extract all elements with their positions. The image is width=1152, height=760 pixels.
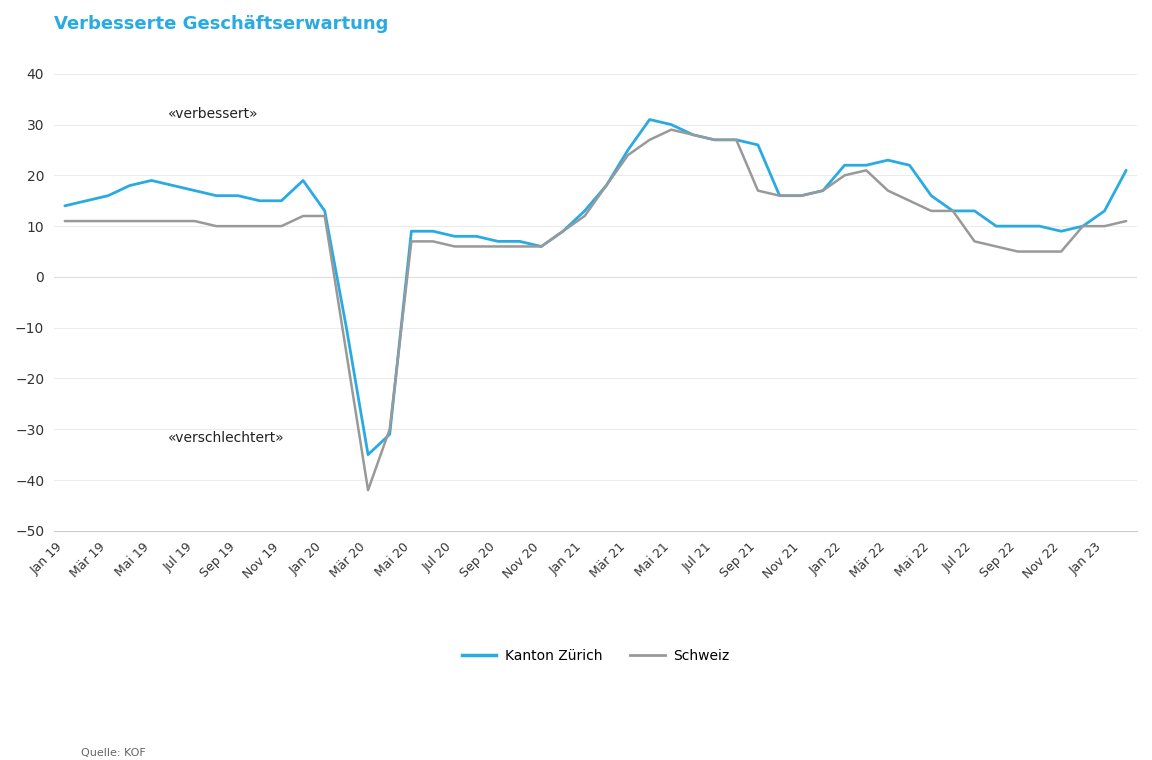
Text: Quelle: KOF: Quelle: KOF bbox=[81, 748, 145, 758]
Text: «verschlechtert»: «verschlechtert» bbox=[168, 431, 285, 445]
Text: Verbesserte Geschäftserwartung: Verbesserte Geschäftserwartung bbox=[54, 15, 388, 33]
Text: «verbessert»: «verbessert» bbox=[168, 107, 258, 122]
Legend: Kanton Zürich, Schweiz: Kanton Zürich, Schweiz bbox=[456, 644, 735, 669]
